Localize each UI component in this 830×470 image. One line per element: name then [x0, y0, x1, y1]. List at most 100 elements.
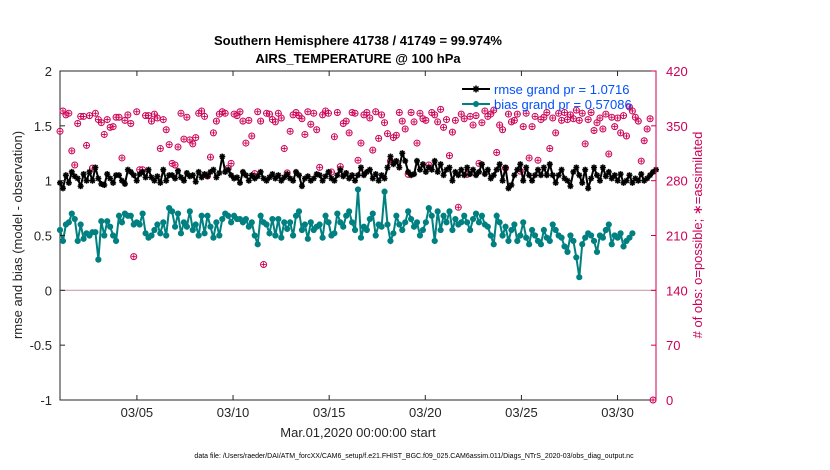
- rmse-point: [529, 177, 536, 184]
- bias-point: [334, 210, 341, 217]
- legend-rmse-marker: [472, 85, 480, 93]
- bias-point: [372, 232, 379, 239]
- obs-point: [124, 111, 132, 119]
- bias-point: [201, 230, 208, 237]
- rmse-point: [375, 177, 382, 184]
- bias-point: [399, 226, 406, 234]
- bias-point: [405, 208, 412, 215]
- obs-point: [310, 109, 318, 117]
- rmse-point: [225, 166, 232, 173]
- obs-point: [345, 129, 353, 137]
- bias-point: [354, 186, 362, 193]
- obs-point: [201, 112, 209, 120]
- rmse-point: [591, 164, 598, 171]
- bias-point: [437, 226, 444, 234]
- rmse-point: [508, 182, 515, 189]
- bias-point: [157, 230, 164, 237]
- bias-point: [337, 219, 344, 226]
- bias-point: [110, 232, 117, 239]
- bias-point: [493, 212, 500, 219]
- obs-point: [543, 109, 551, 117]
- bias-point: [408, 215, 415, 223]
- obs-point: [65, 109, 73, 117]
- bias-point: [183, 223, 190, 230]
- rmse-point: [157, 179, 164, 186]
- obs-point: [198, 107, 206, 115]
- obs-point: [454, 203, 462, 211]
- bias-point: [154, 221, 161, 228]
- rmse-point: [422, 168, 429, 175]
- bias-point: [357, 234, 365, 241]
- rmse-point: [74, 175, 81, 182]
- bias-point: [499, 232, 506, 239]
- y-right-tick-label: 420: [666, 64, 688, 79]
- bias-point: [148, 232, 155, 239]
- bias-point: [413, 219, 421, 226]
- obs-point: [162, 126, 170, 134]
- bias-point: [92, 229, 99, 236]
- bias-point: [617, 230, 624, 237]
- rmse-point: [139, 168, 146, 175]
- rmse-point: [95, 175, 102, 182]
- obs-point: [587, 109, 595, 117]
- bias-point: [136, 221, 143, 228]
- rmse-point: [588, 175, 595, 182]
- bias-point: [160, 219, 167, 226]
- rmse-point: [543, 172, 550, 179]
- rmse-point: [366, 166, 373, 173]
- obs-point: [180, 135, 188, 143]
- bias-point: [558, 234, 565, 241]
- rmse-point: [564, 177, 571, 184]
- bias-point: [620, 243, 627, 250]
- bias-point: [284, 225, 291, 233]
- bias-point: [210, 234, 217, 241]
- bias-point: [68, 210, 75, 217]
- bias-point: [80, 235, 87, 242]
- obs-point: [239, 117, 247, 125]
- rmse-point: [573, 164, 580, 171]
- x-tick-label: 03/10: [217, 405, 250, 420]
- bias-point: [77, 221, 84, 228]
- bias-point: [467, 226, 474, 234]
- bias-point: [228, 219, 235, 226]
- obs-point: [330, 133, 338, 141]
- rmse-point: [502, 164, 509, 171]
- bias-point: [384, 221, 391, 228]
- rmse-point: [89, 177, 96, 184]
- bias-point: [95, 256, 102, 263]
- obs-point: [298, 115, 306, 123]
- rmse-point: [107, 175, 114, 182]
- rmse-point: [175, 167, 182, 174]
- obs-point: [74, 119, 82, 127]
- obs-point: [242, 139, 250, 147]
- rmse-point: [349, 172, 356, 179]
- rmse-point: [411, 171, 418, 178]
- obs-point: [525, 154, 533, 162]
- rmse-point: [446, 164, 453, 171]
- y-axis-label-right: # of obs: o=possible; ∗=assimilated: [690, 132, 705, 339]
- rmse-point: [549, 172, 556, 179]
- rmse-point: [319, 177, 326, 184]
- rmse-point: [92, 164, 99, 171]
- bias-point: [472, 210, 480, 217]
- bias-point: [422, 219, 429, 226]
- obs-point: [584, 116, 592, 124]
- bias-point: [254, 241, 261, 248]
- obs-point: [221, 109, 229, 117]
- bias-point: [112, 237, 120, 245]
- x-axis-label: Mar.01,2020 00:00:00 start: [280, 425, 436, 440]
- obs-point: [410, 118, 418, 126]
- bias-point: [198, 212, 205, 219]
- obs-point: [395, 109, 403, 117]
- rmse-point: [163, 177, 170, 184]
- obs-point: [153, 114, 161, 122]
- rmse-point: [290, 177, 297, 184]
- rmse-point: [402, 157, 409, 164]
- bias-point: [629, 230, 636, 237]
- obs-point: [248, 132, 256, 140]
- bias-point: [478, 212, 486, 219]
- bias-point: [289, 232, 297, 239]
- obs-point: [83, 141, 91, 149]
- bias-point: [275, 215, 282, 223]
- obs-point: [620, 112, 628, 120]
